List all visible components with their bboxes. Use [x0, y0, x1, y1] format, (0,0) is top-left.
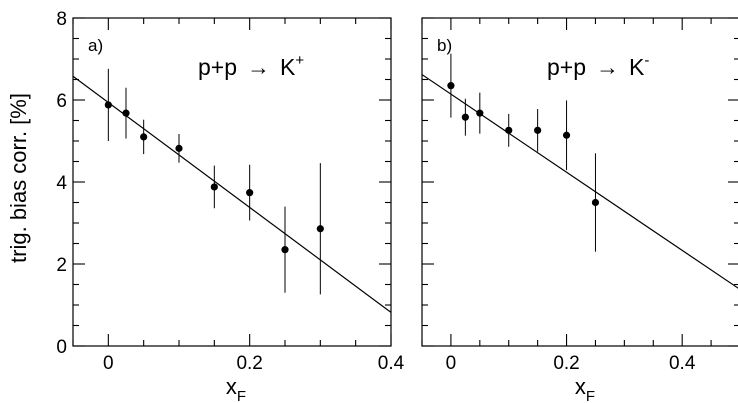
reaction-lhs: p+p	[547, 54, 586, 80]
y-tick-label: 0	[56, 337, 67, 358]
data-point	[140, 133, 148, 141]
reaction-particle: K	[280, 54, 296, 80]
reaction-arrow: →	[247, 54, 270, 80]
data-point	[281, 246, 289, 254]
data-point	[534, 126, 542, 134]
x-tick-label: 0	[446, 353, 457, 374]
reaction-charge: +	[295, 52, 304, 69]
y-axis-label: trig. bias corr. [%]	[6, 93, 31, 263]
x-tick-label: 0.4	[669, 353, 696, 374]
reaction-particle: K	[629, 54, 645, 80]
reaction-lhs: p+p	[198, 54, 237, 80]
x-axis-label-sub: F	[586, 388, 595, 403]
data-point	[476, 109, 484, 117]
reaction-arrow: →	[596, 54, 619, 80]
y-tick-label: 6	[56, 91, 67, 112]
fit-line	[73, 75, 391, 313]
reaction-label: p+p → K+	[198, 52, 304, 80]
panel-b: 0 0.2 0.4 b) p+p → K- xF	[421, 17, 738, 403]
x-axis-label: xF	[226, 374, 246, 403]
y-tick-label: 8	[56, 9, 67, 30]
y-tick-label: 4	[56, 173, 67, 194]
data-point	[562, 131, 571, 139]
x-axis-label-base: x	[575, 374, 586, 399]
panel-label: a)	[88, 36, 103, 55]
reaction-label: p+p → K-	[547, 52, 649, 80]
x-axis-label-sub: F	[237, 388, 246, 403]
x-tick-label: 0.2	[236, 353, 262, 374]
x-axis-label: xF	[575, 374, 595, 403]
data-point	[122, 109, 130, 117]
panel-a: 0 0.2 0.4 0 2 4 6 8 a) p+p → K+ xF	[56, 9, 404, 403]
x-axis-label-base: x	[226, 374, 237, 399]
data-point	[210, 183, 218, 191]
data-point	[246, 189, 254, 197]
x-tick-label: 0.2	[553, 353, 579, 374]
data-point	[104, 101, 112, 109]
panel-label: b)	[437, 36, 452, 55]
data-point	[461, 113, 469, 121]
data-point	[175, 144, 183, 152]
data-point	[591, 198, 600, 207]
y-tick-label: 2	[56, 255, 67, 276]
x-tick-label: 0	[103, 353, 114, 374]
fit-line	[422, 74, 738, 289]
data-point	[505, 126, 513, 134]
data-point	[316, 225, 324, 233]
data-point	[447, 82, 455, 90]
x-tick-label: 0.4	[378, 353, 405, 374]
reaction-charge: -	[644, 52, 649, 69]
